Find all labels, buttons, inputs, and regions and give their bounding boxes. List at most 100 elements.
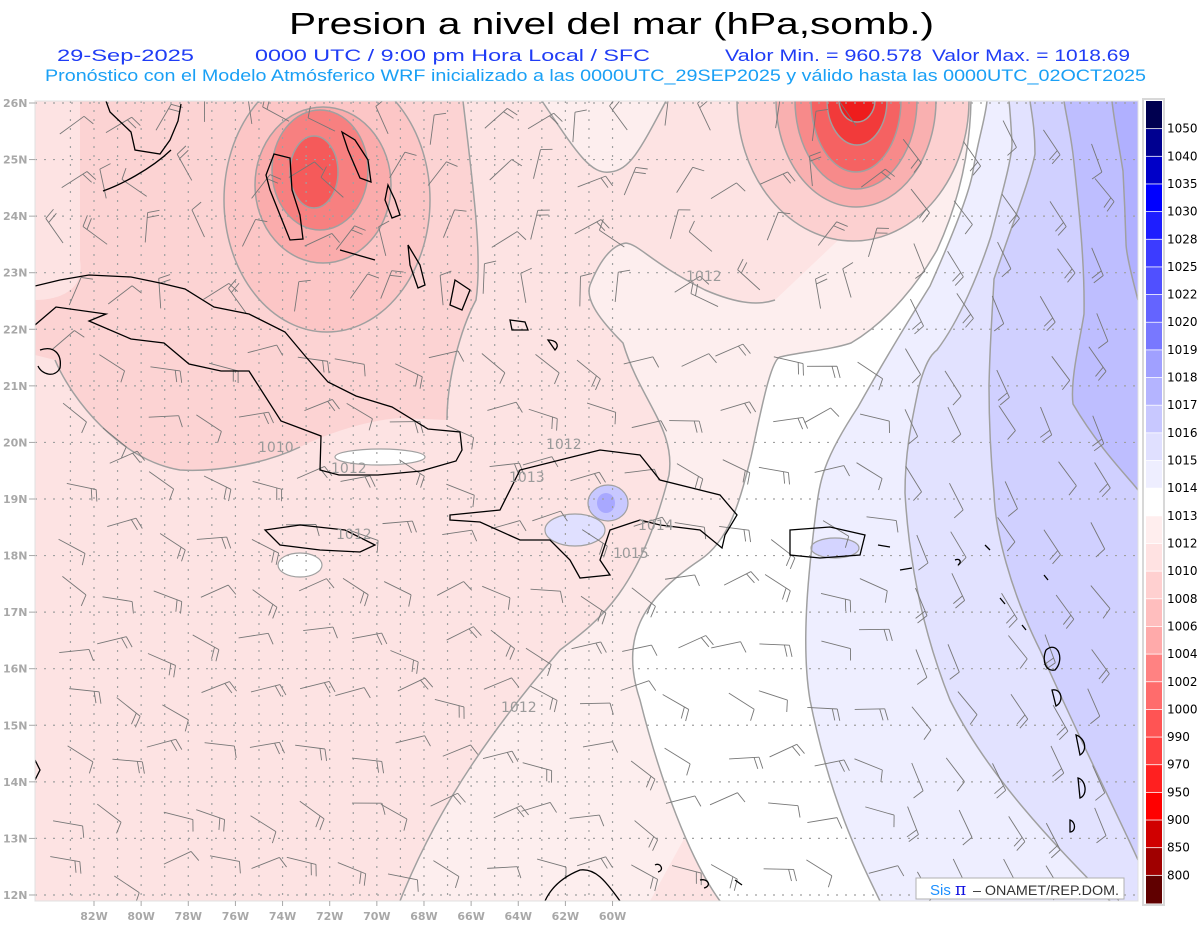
wind-barb [300, 680, 336, 694]
colorbar-swatch [1146, 156, 1162, 185]
wind-barb [758, 690, 788, 713]
wind-barb [614, 269, 631, 303]
wind-barb [433, 860, 460, 889]
colorbar-label: 1000 [1167, 702, 1198, 716]
wind-barb [769, 743, 805, 758]
colorbar-label: 1014 [1167, 481, 1198, 495]
lon-label: 76W [222, 910, 249, 923]
wind-barb [204, 742, 237, 758]
wind-barb [107, 517, 143, 531]
wind-barb [482, 260, 497, 294]
wind-barb [428, 350, 465, 362]
colorbar-label: 970 [1167, 758, 1190, 772]
coast-south-america [35, 759, 743, 901]
wind-barb [997, 241, 1012, 278]
wind-barb [521, 801, 557, 813]
coast-isla-juventud [37, 348, 61, 375]
lat-label: 26N [3, 97, 28, 110]
wind-barb [815, 273, 828, 309]
wind-barb [238, 411, 274, 425]
wind-barb [446, 483, 475, 508]
wind-barb [337, 862, 367, 886]
colorbar-label: 950 [1167, 785, 1190, 799]
wind-barb [944, 370, 962, 406]
wind-barb [809, 151, 822, 187]
wind-barb [203, 283, 239, 300]
wind-barb [710, 182, 746, 200]
colorbar-swatch [1146, 377, 1162, 406]
wind-barb [482, 750, 519, 764]
colorbar-label: 1050 [1167, 122, 1198, 136]
lon-label: 66W [457, 910, 484, 923]
wind-barb [247, 101, 253, 125]
colorbar-swatch [1146, 266, 1162, 296]
low-pressure-system-bahamas [223, 101, 431, 333]
wind-barb [299, 800, 325, 831]
wind-barb [99, 354, 125, 383]
wind-barb [144, 209, 160, 243]
wind-barb [910, 188, 930, 223]
wind-barb [114, 875, 140, 901]
wind-barb [59, 648, 94, 661]
wind-barb [1001, 593, 1018, 628]
wind-barb [857, 361, 884, 391]
colorbar-swatch [1146, 875, 1162, 904]
wind-barb [159, 533, 186, 562]
colorbar-swatch [1146, 432, 1162, 462]
wind-barb [630, 760, 656, 791]
wind-barb [532, 510, 568, 522]
colorbar-swatch [1146, 239, 1162, 268]
wind-barb [59, 115, 94, 135]
wind-barb [806, 859, 833, 888]
wind-barb [1091, 649, 1110, 684]
wind-barb [335, 687, 371, 699]
wind-barb [286, 856, 317, 877]
colorbar-swatch [1146, 792, 1162, 821]
wind-barb [1010, 693, 1029, 729]
wind-barb [709, 792, 746, 806]
wind-barb [482, 585, 511, 610]
wind-barb [945, 757, 965, 792]
wind-barb [723, 571, 760, 586]
region-1017-1018 [1064, 101, 1138, 490]
lat-label: 13N [3, 832, 28, 845]
wind-barb [191, 201, 205, 238]
wind-barb [1055, 594, 1075, 629]
wind-barb [530, 209, 550, 240]
wind-barb [446, 626, 482, 641]
wind-barb [569, 814, 605, 827]
wind-barb [67, 745, 94, 774]
lat-label: 14N [3, 776, 28, 789]
wind-barb [1092, 765, 1106, 801]
wind-barb [859, 578, 888, 603]
wind-barb [201, 681, 237, 694]
wind-barb [662, 694, 690, 722]
contour-labels: 1012 1010 1012 1012 1013 1012 1014 1015 … [258, 269, 722, 716]
wind-barb [664, 747, 691, 776]
contour-label: 1012 [336, 527, 372, 543]
wind-barb [859, 413, 891, 434]
wind-barb [109, 450, 146, 464]
wind-barb [176, 145, 193, 181]
wind-barb [121, 167, 147, 197]
colorbar-label: 1015 [1167, 454, 1198, 468]
wind-barb [910, 298, 924, 335]
wind-barb [238, 632, 274, 645]
map-frame [34, 100, 1139, 902]
wind-barb [854, 758, 883, 782]
wind-barb [905, 466, 922, 501]
coast-hispaniola [449, 449, 738, 579]
wind-barb [865, 806, 895, 828]
wind-barb [953, 200, 973, 235]
wind-barb [320, 166, 344, 198]
wind-barb [430, 792, 466, 807]
latitude-labels: 26N 25N 24N 23N 22N 21N 20N 19N 18N 17N 16N 15N 14N 1… [3, 97, 35, 902]
wind-barb [153, 590, 183, 614]
wind-barb [1058, 461, 1077, 496]
colorbar-swatch [1146, 460, 1162, 489]
wind-barb [99, 163, 111, 199]
coast-florida [102, 101, 182, 192]
wind-barb [672, 865, 702, 886]
wind-barb [760, 171, 796, 185]
